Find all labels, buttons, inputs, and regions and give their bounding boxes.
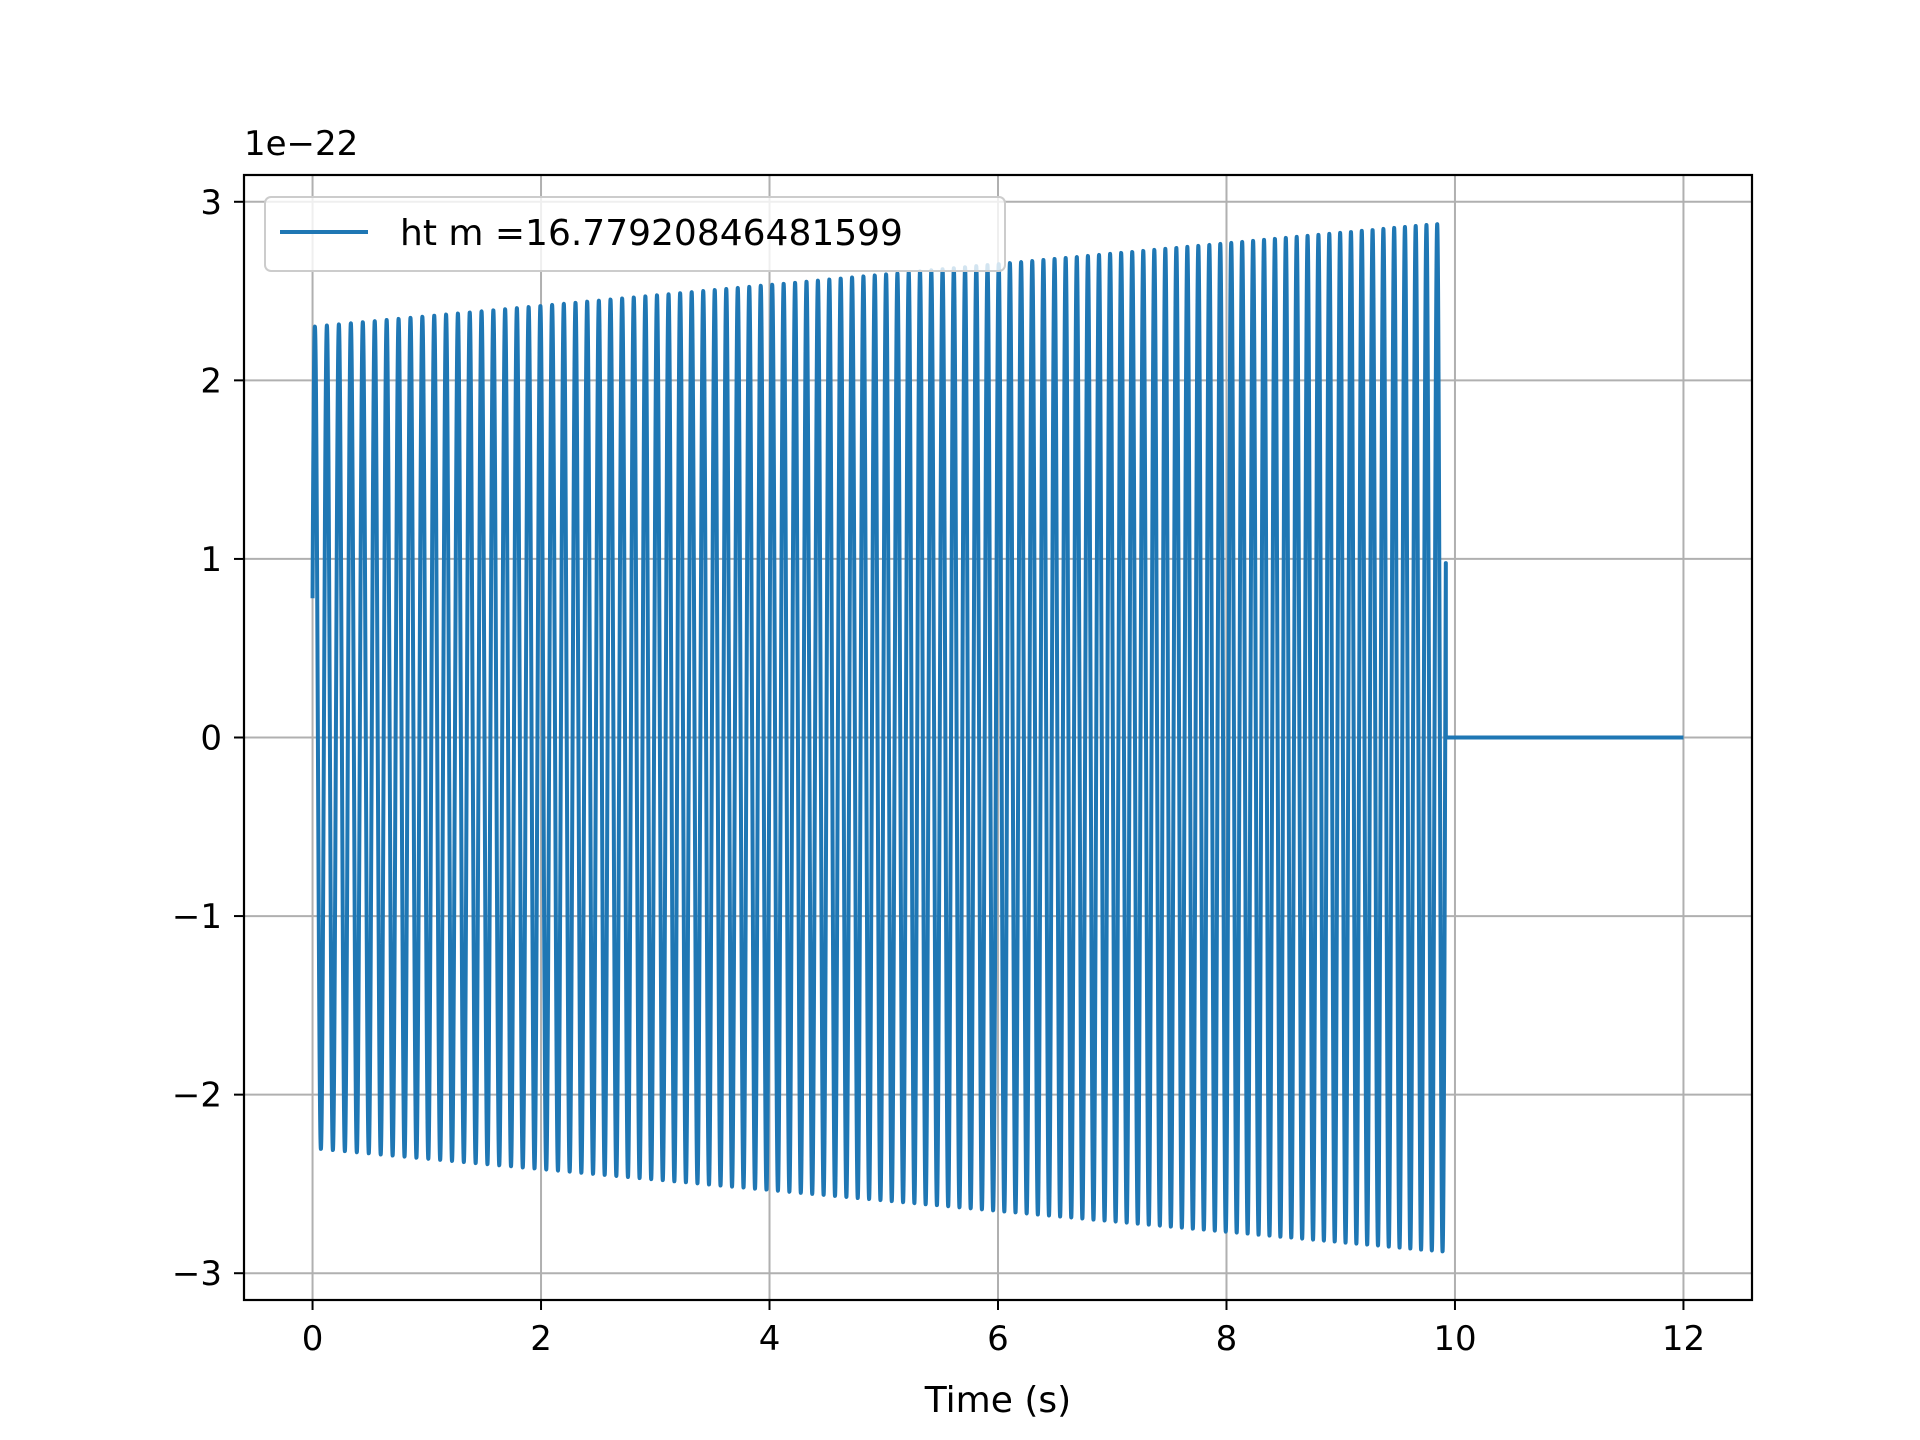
plot-area	[310, 222, 1684, 1254]
x-tick-label-0: 0	[302, 1319, 324, 1359]
y-tick-label-0: −3	[172, 1254, 222, 1294]
y-tick-label-5: 2	[200, 361, 222, 401]
y-tick-label-2: −1	[172, 897, 222, 937]
y-axis: −3 −2 −1 0 1 2 3	[172, 183, 244, 1294]
legend: ht m =16.77920846481599	[264, 196, 1006, 272]
x-axis-label: Time (s)	[924, 1380, 1071, 1421]
x-tick-label-6: 12	[1662, 1319, 1705, 1359]
x-tick-label-4: 8	[1216, 1319, 1238, 1359]
x-tick-label-1: 2	[530, 1319, 552, 1359]
y-tick-label-1: −2	[172, 1076, 222, 1116]
x-tick-label-5: 10	[1433, 1319, 1476, 1359]
series-line	[310, 222, 1684, 1254]
y-tick-label-6: 3	[200, 183, 222, 223]
x-tick-label-3: 6	[987, 1319, 1009, 1359]
legend-box	[264, 196, 1006, 272]
legend-label: ht m =16.77920846481599	[400, 213, 903, 254]
y-tick-label-4: 1	[200, 540, 222, 580]
x-tick-label-2: 4	[759, 1319, 781, 1359]
x-axis: 0 2 4 6 8 10 12	[302, 1300, 1705, 1359]
y-offset-text: 1e−22	[244, 124, 358, 164]
y-tick-label-3: 0	[200, 719, 222, 759]
